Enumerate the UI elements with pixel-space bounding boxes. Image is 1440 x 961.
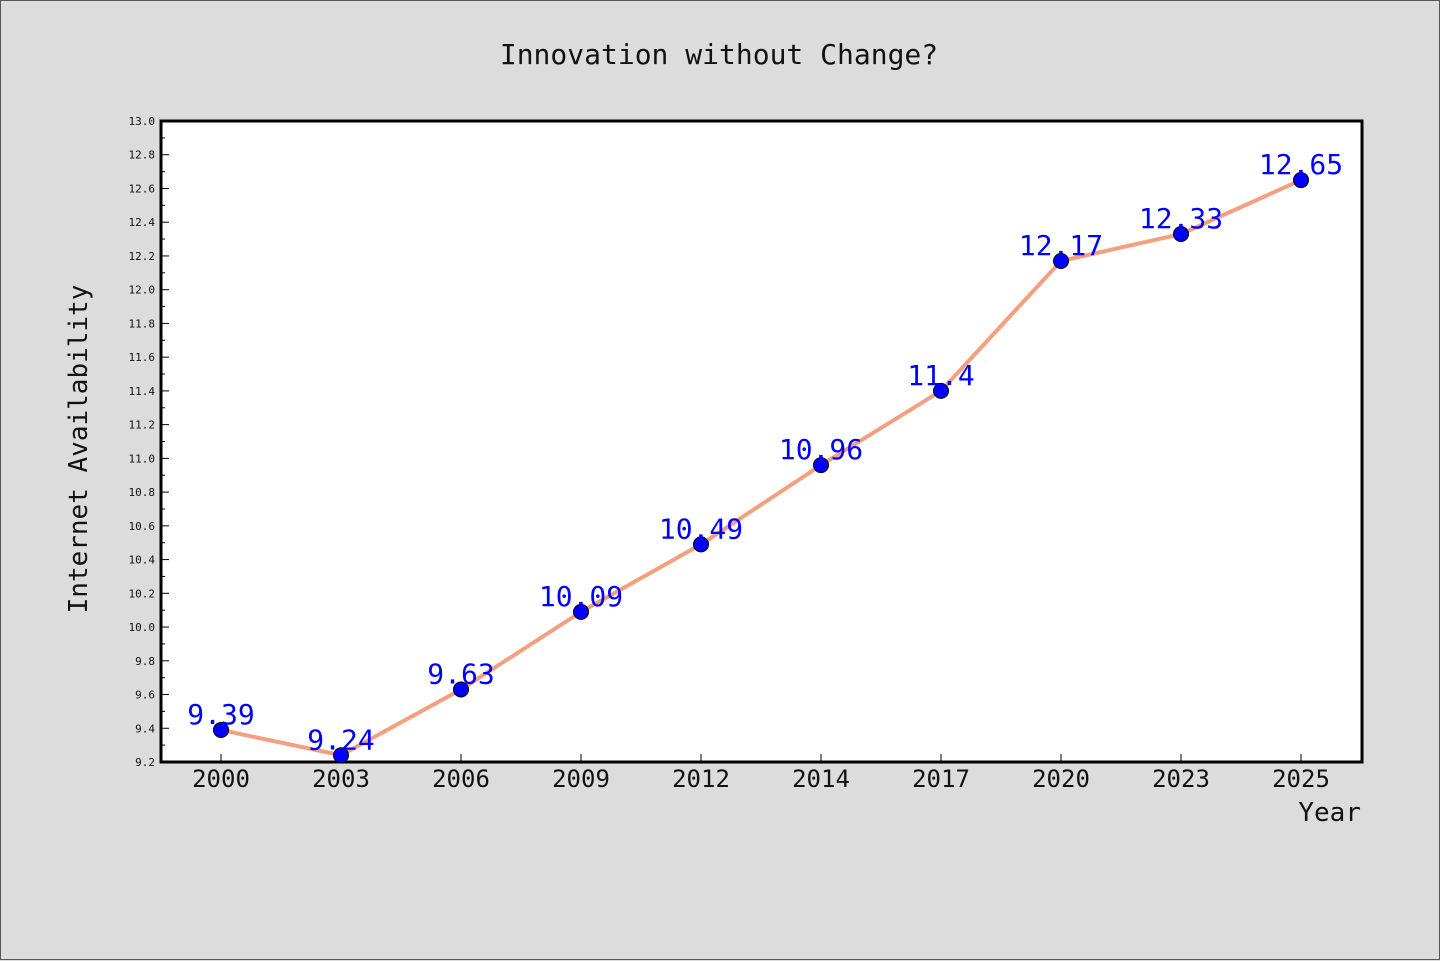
y-axis-ticks: 9.2 9.4 9.6 9.8 10.0 10.2 10.4 10.6 10.8 11.0 11.2… [129, 115, 169, 769]
y-tick-label: 12.8 [129, 149, 156, 162]
data-point [1293, 172, 1309, 189]
y-tick-label: 10.8 [129, 486, 156, 499]
data-point [1173, 226, 1189, 243]
data-label: 12.17 [1019, 229, 1103, 262]
y-tick-label: 10.2 [129, 587, 156, 600]
series-line [219, 178, 1303, 758]
data-label: 12.33 [1139, 202, 1223, 235]
x-tick-label: 2023 [1152, 765, 1210, 793]
y-tick-label: 12.6 [129, 182, 156, 195]
data-label: 9.39 [187, 698, 254, 731]
data-label: 10.96 [779, 433, 863, 466]
x-tick-label: 2006 [432, 765, 490, 793]
x-tick-label: 2000 [192, 765, 250, 793]
y-tick-label: 10.0 [129, 621, 156, 634]
series-layer [213, 172, 1309, 764]
y-tick-label: 12.2 [129, 250, 156, 263]
x-tick-label: 2017 [912, 765, 970, 793]
x-tick-label: 2014 [792, 765, 850, 793]
y-tick-label: 9.6 [135, 689, 155, 702]
y-axis-label: Internet Availability [64, 285, 94, 614]
y-tick-label: 11.0 [129, 452, 156, 465]
y-tick-label: 9.2 [135, 756, 155, 769]
y-tick-label: 10.4 [129, 554, 156, 567]
x-tick-label: 2003 [312, 765, 370, 793]
y-tick-label: 11.2 [129, 419, 156, 432]
x-axis-label: Year [1298, 798, 1361, 828]
data-point [213, 721, 229, 738]
chart-title: Innovation without Change? [500, 38, 938, 71]
y-tick-label: 10.6 [129, 520, 156, 533]
plot-area [159, 119, 1364, 764]
data-label: 10.49 [659, 512, 743, 545]
data-label: 10.09 [539, 580, 623, 613]
data-label: 12.65 [1259, 148, 1343, 181]
y-tick-label: 13.0 [129, 115, 156, 128]
x-tick-label: 2020 [1032, 765, 1090, 793]
data-point [333, 747, 349, 764]
y-tick-label: 11.4 [129, 385, 156, 398]
data-point [933, 382, 949, 399]
x-tick-label: 2012 [672, 765, 730, 793]
data-label: 9.24 [307, 723, 374, 756]
y-tick-label: 11.6 [129, 351, 156, 364]
data-point [813, 457, 829, 474]
x-tick-label: 2009 [552, 765, 610, 793]
x-tick-label: 2025 [1272, 765, 1330, 793]
y-tick-label: 11.8 [129, 317, 156, 330]
y-tick-label: 12.4 [129, 216, 156, 229]
data-point [1053, 253, 1069, 270]
y-tick-label: 12.0 [129, 284, 156, 297]
y-tick-label: 9.8 [135, 655, 155, 668]
data-point [573, 603, 589, 620]
y-tick-label: 9.4 [135, 722, 155, 735]
data-labels: 9.39 9.24 9.63 10.09 10.49 10.96 11.4 12.17 12.3… [187, 148, 1343, 756]
x-axis-ticks: 2000 2003 2006 2009 2012 2014 2017 2020 2023 2025 [192, 754, 1330, 793]
data-label: 9.63 [427, 657, 494, 690]
data-point [693, 536, 709, 553]
data-label: 11.4 [907, 359, 974, 392]
data-point [453, 681, 469, 698]
